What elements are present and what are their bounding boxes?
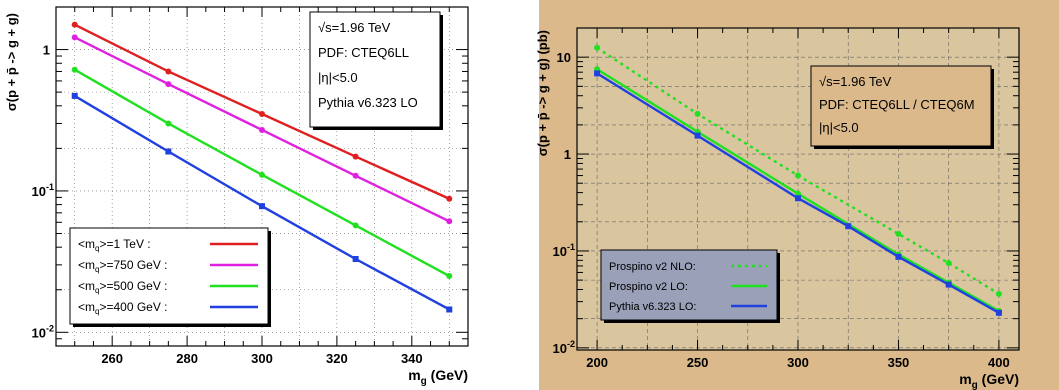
y-tick-label: 10-2 [32,323,54,340]
legend-label: <mq>=750 GeV : [78,258,168,274]
info-box-line: √s=1.96 TeV [318,20,391,35]
data-point [895,253,902,260]
legend-label: Pythia v6.323 LO: [609,301,696,313]
x-tick-label: 250 [687,355,709,370]
data-point [352,153,359,160]
data-point [259,171,265,178]
data-point [795,195,801,202]
x-tick-label: 280 [176,351,198,366]
legend-label: Prospino v2 LO: [609,281,688,293]
y-tick-label: 10 [557,50,571,65]
data-point [945,260,952,267]
data-point [259,126,265,133]
data-point [845,223,852,230]
y-tick-label: 10-1 [32,182,54,199]
chart-left: 260 280 300 320 340 1 10-1 10-2 mg (GeV) σ(p + p̄… [4,6,469,387]
x-axis-label: mg (GeV) [959,371,1019,390]
data-point [165,81,172,88]
data-point [446,195,453,202]
data-point [259,203,265,210]
legend-label: <mq>=1 TeV : [78,237,151,253]
data-point [165,68,172,75]
data-point [446,218,453,225]
x-tick-label: 300 [251,351,273,366]
x-axis-label: mg (GeV) [408,367,468,387]
data-point [694,132,701,139]
data-point [594,44,601,51]
y-tick-label: 10-2 [553,339,575,356]
y-tick-label: 10-1 [553,242,575,259]
legend-label: <mq>=400 GeV : [78,300,168,316]
data-point [71,92,78,99]
info-box-line: |η|<5.0 [318,70,358,85]
y-axis-label: σ(p + p̄ -> g + g) (pb) [535,30,550,156]
y-tick-label: 1 [43,43,50,58]
data-point [594,70,601,77]
legend-label: <mq>=500 GeV : [78,279,168,295]
data-point [71,66,78,73]
data-point [446,306,453,313]
info-box-line: PDF: CTEQ6LL [318,45,409,60]
y-tick-label: 1 [564,147,571,162]
data-point [165,148,172,155]
data-point [995,290,1002,297]
data-point [352,255,359,262]
info-box [810,65,992,147]
data-point [694,110,701,117]
info-box-line: |η|<5.0 [819,120,859,135]
data-point [71,34,78,41]
info-box-line: PDF: CTEQ6LL / CTEQ6M [819,97,975,112]
data-point [795,190,801,197]
x-tick-label: 300 [787,355,809,370]
data-point [165,120,172,127]
chart-right: 200 250 300 350 400 10 1 10-1 10-2 mg (GeV) σ(p + … [535,0,1059,390]
info-box-line: Pythia v6.323 LO [318,95,418,110]
info-box-line: √s=1.96 TeV [819,74,892,89]
legend-label: Prospino v2 NLO: [609,261,696,273]
data-point [895,230,902,237]
legend-box [600,249,778,321]
x-tick-label: 400 [988,355,1010,370]
data-point [259,111,265,118]
data-point [352,172,359,179]
x-tick-label: 350 [888,355,910,370]
x-tick-label: 340 [401,351,423,366]
data-point [945,281,952,288]
x-tick-label: 260 [101,351,123,366]
x-tick-label: 200 [586,355,608,370]
data-point [446,273,453,280]
data-point [795,172,801,179]
info-box [309,11,441,128]
x-tick-label: 320 [326,351,348,366]
y-axis-label: σ(p + p̄ -> g + g) [4,13,19,111]
series-line [596,46,1000,295]
data-point [71,21,78,28]
data-point [995,309,1002,316]
data-point [352,222,359,229]
